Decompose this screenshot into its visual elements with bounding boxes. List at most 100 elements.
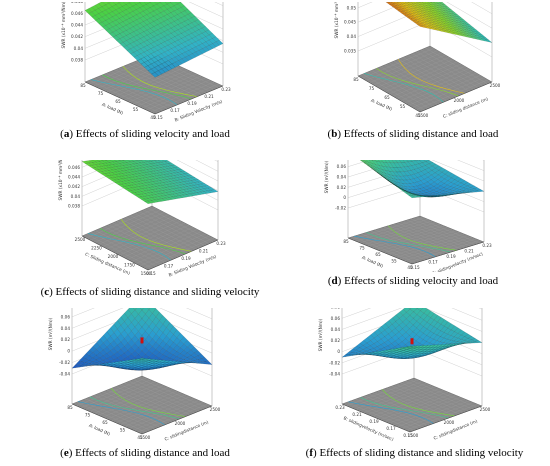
z-tick-label: 0.045 (344, 20, 356, 25)
x-tick-label: 0.15 (403, 433, 413, 438)
x-tick-label: 0.17 (386, 426, 396, 431)
x-tick-label: 65 (384, 95, 390, 100)
floor-contours (77, 388, 186, 426)
z-axis-label: SWR (m³/(Nm)) (324, 160, 330, 193)
caption-a: (a) Effects of sliding velocity and load (60, 128, 230, 140)
z-tick-label: -0.04 (329, 372, 340, 377)
x-tick-label: 55 (133, 107, 139, 112)
z-tick-label: 0.038 (68, 204, 80, 209)
y-tick-label: 0.17 (164, 264, 174, 269)
y-axis-label: C: slidingdistance (m) (164, 419, 210, 442)
x-tick-label: 85 (343, 239, 349, 244)
z-tick-label: 0.044 (68, 175, 80, 180)
response-surface (84, 2, 224, 78)
z-tick-label: -0.02 (59, 360, 70, 365)
floor-contours (348, 389, 455, 424)
z-tick-label: 0.04 (347, 34, 357, 39)
x-tick-label: 55 (120, 428, 126, 433)
x-tick-label: 0.23 (335, 405, 345, 410)
z-axis-label: SWR (m³/(Nm)) (318, 318, 324, 351)
x-tick-label: 0.19 (369, 419, 379, 424)
y-tick-label: 2000 (444, 420, 455, 425)
x-axis-label: A: load (N) (88, 423, 112, 438)
z-tick-label: 0 (343, 195, 346, 200)
x-tick-label: 85 (67, 405, 73, 410)
y-tick-label: 0.19 (446, 254, 456, 259)
x-tick-label: 2500 (75, 237, 86, 242)
y-tick-label: 2000 (454, 98, 465, 103)
z-tick-label: 0.06 (331, 316, 341, 321)
z-tick-label: 0.02 (61, 337, 71, 342)
z-tick-label: 0.042 (68, 184, 80, 189)
caption-b: (b) Effects of sliding distance and load (327, 128, 499, 140)
x-tick-label: 65 (375, 252, 381, 257)
z-tick-label: 0 (337, 349, 340, 354)
response-surface (385, 2, 493, 43)
z-tick-label: -0.02 (329, 360, 340, 365)
y-tick-label: 0.23 (221, 87, 231, 92)
y-tick-label: 0.17 (428, 260, 438, 265)
z-tick-label: 0.038 (71, 58, 83, 63)
x-axis-label: A: load (N) (370, 98, 394, 113)
response-surface (359, 160, 485, 198)
floor-contours (90, 66, 198, 106)
y-tick-label: 0.21 (464, 249, 474, 254)
x-tick-label: 75 (85, 413, 91, 418)
x-tick-label: 1750 (124, 263, 135, 268)
floor-contours (354, 225, 457, 258)
y-tick-label: 2000 (175, 421, 186, 426)
y-tick-label: 0.19 (181, 256, 191, 261)
z-tick-label: 0.06 (337, 164, 347, 169)
x-axis-label: A: load (N) (101, 102, 125, 117)
response-surface (71, 308, 213, 371)
z-axis-label: SWR (x10⁻⁴ mm³/Nm) (58, 160, 64, 201)
y-tick-label: 1500 (140, 435, 151, 440)
caption-e: (e) Effects of sliding distance and load (60, 447, 230, 459)
z-tick-label: 0.048 (71, 2, 83, 4)
z-tick-label: 0.08 (331, 308, 341, 310)
x-tick-label: 75 (98, 91, 104, 96)
x-tick-label: 85 (353, 77, 359, 82)
x-tick-label: 75 (369, 86, 375, 91)
z-tick-label: -0.04 (59, 372, 70, 377)
z-tick-label: 0.04 (71, 194, 81, 199)
y-tick-label: 0.19 (187, 101, 197, 106)
floor-contours (87, 219, 192, 261)
floor-contours (364, 59, 465, 103)
response-surface (341, 308, 483, 359)
x-tick-label: 55 (391, 259, 397, 264)
y-tick-label: 1500 (408, 433, 419, 438)
x-axis-label: A: load (N) (361, 255, 385, 270)
y-tick-label: 0.23 (216, 241, 226, 246)
y-tick-label: 0.15 (146, 271, 156, 276)
z-tick-label: 0.035 (344, 49, 356, 54)
z-tick-label: 0.06 (61, 314, 71, 319)
y-tick-label: 2500 (490, 83, 501, 88)
y-tick-label: 0.15 (410, 265, 420, 270)
x-tick-label: 0.21 (352, 412, 362, 417)
z-tick-label: 0.04 (337, 175, 347, 180)
y-tick-label: 1500 (418, 113, 429, 118)
x-tick-label: 65 (115, 99, 121, 104)
y-tick-label: 0.15 (153, 115, 163, 120)
x-tick-label: 45 (407, 265, 413, 270)
z-tick-label: 0.02 (331, 338, 341, 343)
z-tick-label: 0.04 (331, 327, 341, 332)
design-point-marker (410, 338, 414, 345)
z-tick-label: 0 (67, 349, 70, 354)
z-tick-label: 0.046 (68, 165, 80, 170)
z-axis-label: SWR (m³/(Nm)) (48, 317, 54, 350)
y-tick-label: 0.21 (204, 94, 214, 99)
z-tick-label: 0.044 (71, 23, 83, 28)
y-tick-label: 2500 (210, 407, 221, 412)
z-tick-label: 0.042 (71, 34, 83, 39)
z-axis-label: SWR (x10⁻⁴ mm³/Nm) (61, 2, 67, 49)
x-tick-label: 85 (80, 83, 86, 88)
caption-c: (c) Effects of sliding distance and slid… (40, 286, 260, 298)
